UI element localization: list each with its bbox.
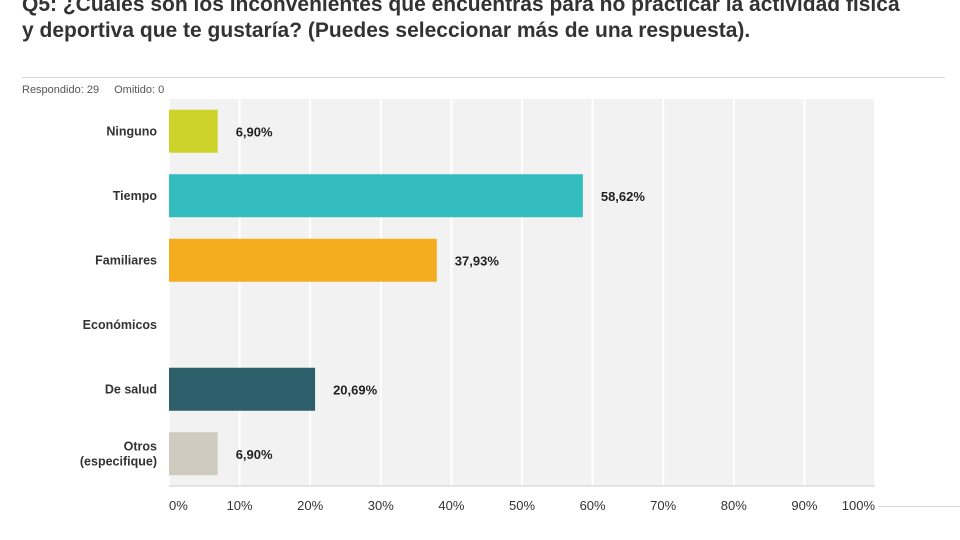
x-tick-label: 10% [227,498,253,513]
x-tick-label: 0% [169,498,188,513]
data-label: 6,90% [236,124,273,139]
category-label: De salud [105,382,157,396]
x-tick-label: 60% [580,498,606,513]
x-tick-label: 70% [650,498,676,513]
x-tick-label: 90% [791,498,817,513]
response-meta: Respondido: 29 Omitido: 0 [22,84,176,96]
bar [169,432,218,476]
footer-rule [878,506,960,507]
question-title: Q5: ¿Cuáles son los inconvenientes que e… [22,0,900,42]
x-tick-label: 100% [842,498,876,513]
category-label: (especifique) [80,454,157,468]
x-tick-label: 40% [438,498,464,513]
x-tick-label: 20% [297,498,323,513]
data-label: 20,69% [333,382,378,397]
category-label: Familiares [95,253,157,267]
category-label: Otros [124,439,157,453]
bar [169,367,316,411]
data-label: 6,90% [236,447,273,462]
bar [169,238,437,282]
skipped-count: Omitido: 0 [114,84,165,96]
category-label: Ninguno [106,124,157,138]
data-label: 58,62% [601,189,646,204]
bar [169,174,583,218]
x-tick-label: 80% [721,498,747,513]
x-tick-label: 30% [368,498,394,513]
category-label: Económicos [83,318,157,332]
x-tick-label: 50% [509,498,535,513]
bar [169,109,218,153]
header-divider [22,77,945,78]
category-label: Tiempo [113,189,158,203]
data-label: 37,93% [455,253,500,268]
answered-count: Respondido: 29 [22,84,100,96]
